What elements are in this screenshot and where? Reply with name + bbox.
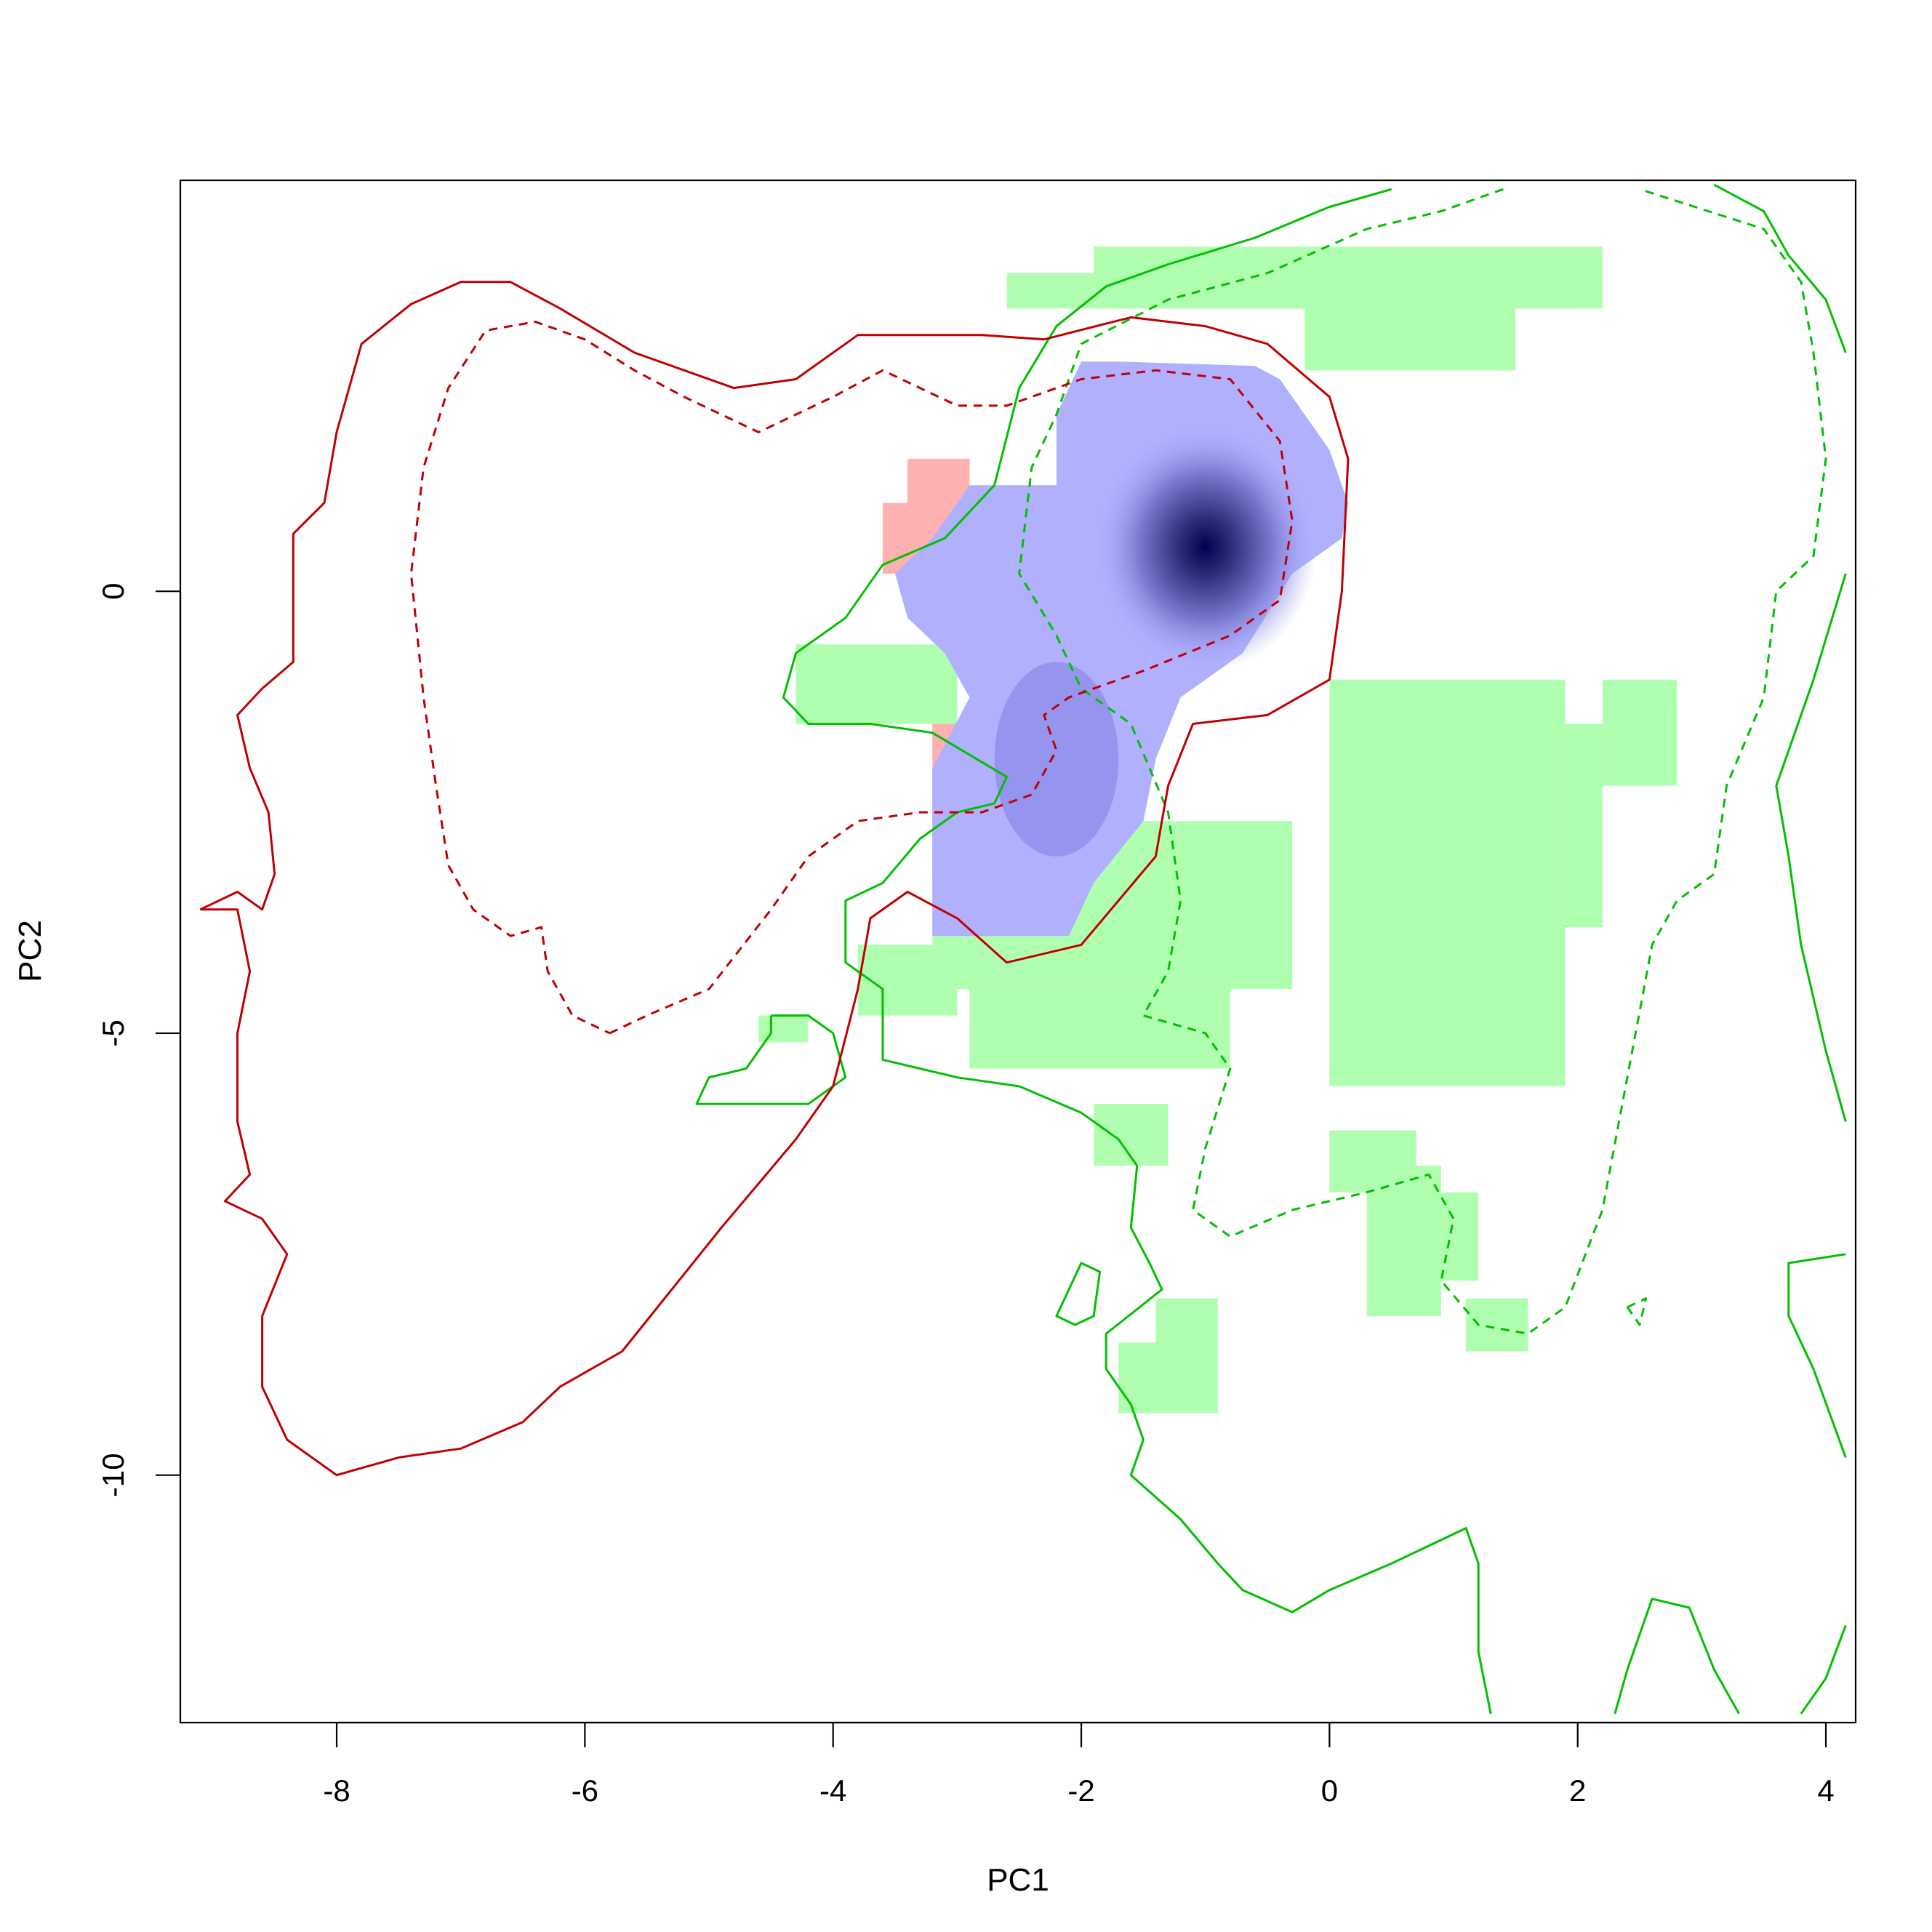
green-contour-solid [1614, 1598, 1740, 1715]
x-tick-label: 4 [1817, 1773, 1834, 1808]
red-contour-solid [199, 281, 1350, 1477]
green-contour-solid [695, 1014, 847, 1105]
green-fill-cell [969, 989, 1230, 1069]
y-tick-label: 0 [96, 583, 130, 600]
green-fill-cell [857, 945, 958, 1016]
green-fill-cell [795, 644, 958, 724]
green-fill-cell [1329, 679, 1566, 1086]
x-tick-label: 0 [1321, 1773, 1338, 1808]
green-contour-solid [1055, 1262, 1102, 1326]
green-fill-cell [1354, 264, 1479, 309]
blue-density-fill [895, 361, 1348, 937]
green-contour-solid [1787, 1253, 1847, 1458]
x-axis-label: PC1 [987, 1862, 1049, 1898]
red-contour-dashed [409, 321, 1294, 1035]
x-tick-label: -6 [572, 1773, 598, 1808]
green-fill-cell [1565, 724, 1603, 928]
axes: -8 -6 -4 -2 0 2 4 0 -5 -10 [96, 583, 1835, 1808]
density-secondary-peak [994, 662, 1119, 857]
green-fill-cell [1466, 1298, 1528, 1352]
green-contour-solid [782, 188, 1492, 1715]
green-contour-solid [1775, 573, 1847, 1122]
green-fill-cell [1602, 679, 1678, 786]
x-tick-label: -4 [819, 1773, 846, 1808]
green-fill-cell [1118, 1342, 1218, 1414]
density-peak [1094, 423, 1318, 671]
y-tick-label: -5 [96, 1019, 130, 1046]
green-contour-solid [1800, 1624, 1847, 1715]
y-tick-label: -10 [96, 1453, 130, 1497]
x-tick-label: -2 [1067, 1773, 1094, 1808]
green-fill-cell [758, 1015, 809, 1043]
green-fill-cell [1416, 1192, 1479, 1281]
contour-lines [199, 183, 1847, 1715]
green-contour-solid [1713, 183, 1847, 353]
x-tick-label: 2 [1569, 1773, 1586, 1808]
green-contour-dashed [1626, 1297, 1648, 1326]
x-tick-label: -8 [323, 1773, 350, 1808]
y-axis-label: PC2 [12, 920, 48, 982]
